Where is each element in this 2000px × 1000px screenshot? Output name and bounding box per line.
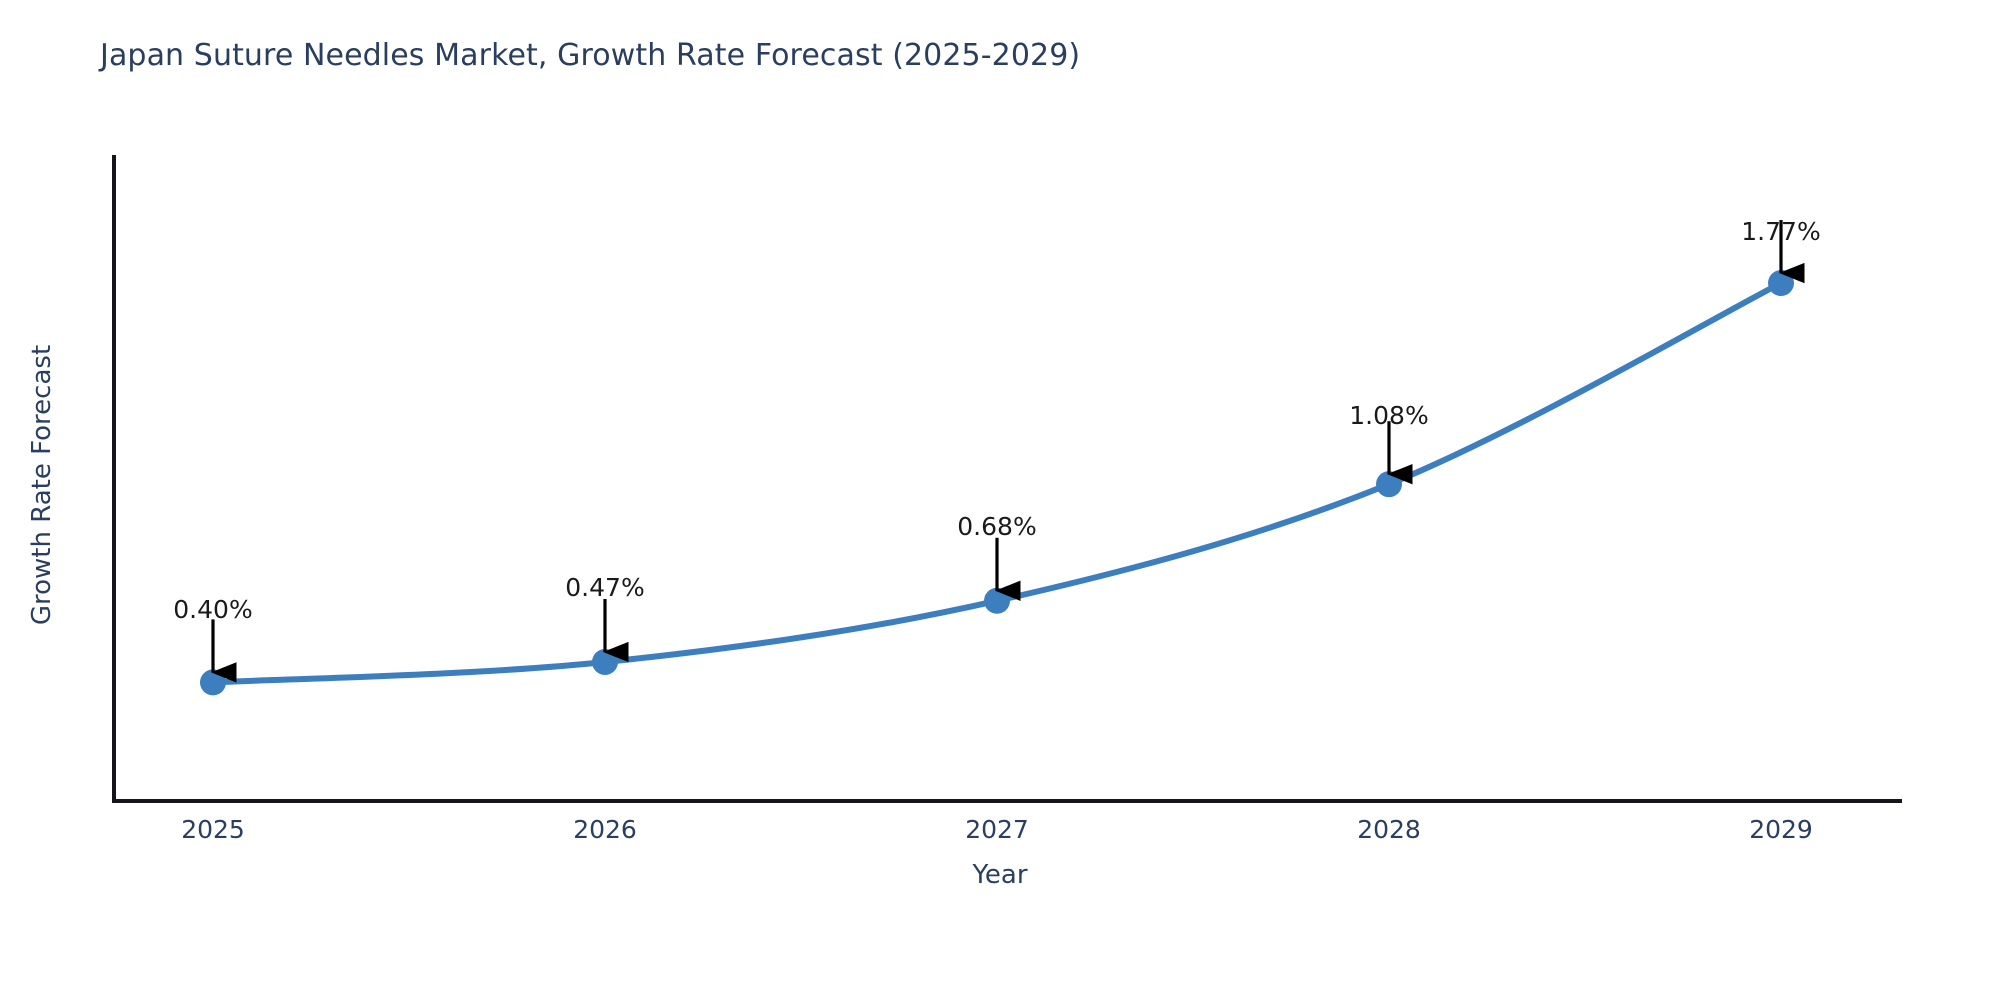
x-tick-label-2025: 2025 — [181, 815, 245, 844]
data-point-2029[interactable] — [1768, 270, 1794, 297]
series-growth-rate-forecast — [200, 270, 1794, 696]
data-point-2025[interactable] — [200, 669, 226, 696]
data-point-2027[interactable] — [984, 587, 1010, 614]
point-label-2026: 0.47% — [565, 573, 645, 602]
x-tick-label-2029: 2029 — [1749, 815, 1813, 844]
x-tick-label-2028: 2028 — [1357, 815, 1421, 844]
series-markers — [200, 270, 1794, 696]
data-point-2028[interactable] — [1376, 471, 1402, 498]
point-label-2027: 0.68% — [957, 512, 1037, 541]
chart-title: Japan Suture Needles Market, Growth Rate… — [100, 38, 1081, 73]
y-axis-line — [112, 155, 116, 803]
series-line — [210, 280, 1784, 686]
annotation-arrows — [211, 220, 1805, 683]
point-label-2029: 1.77% — [1741, 217, 1821, 246]
x-tick-label-2026: 2026 — [573, 815, 637, 844]
x-axis-line — [112, 799, 1902, 803]
point-label-2028: 1.08% — [1349, 401, 1429, 430]
point-label-2025: 0.40% — [173, 595, 253, 624]
x-tick-label-2027: 2027 — [965, 815, 1029, 844]
data-point-2026[interactable] — [592, 648, 618, 675]
x-axis-title: Year — [972, 860, 1028, 890]
note-container: Note: The market forecast is derived thr… — [0, 900, 2000, 970]
